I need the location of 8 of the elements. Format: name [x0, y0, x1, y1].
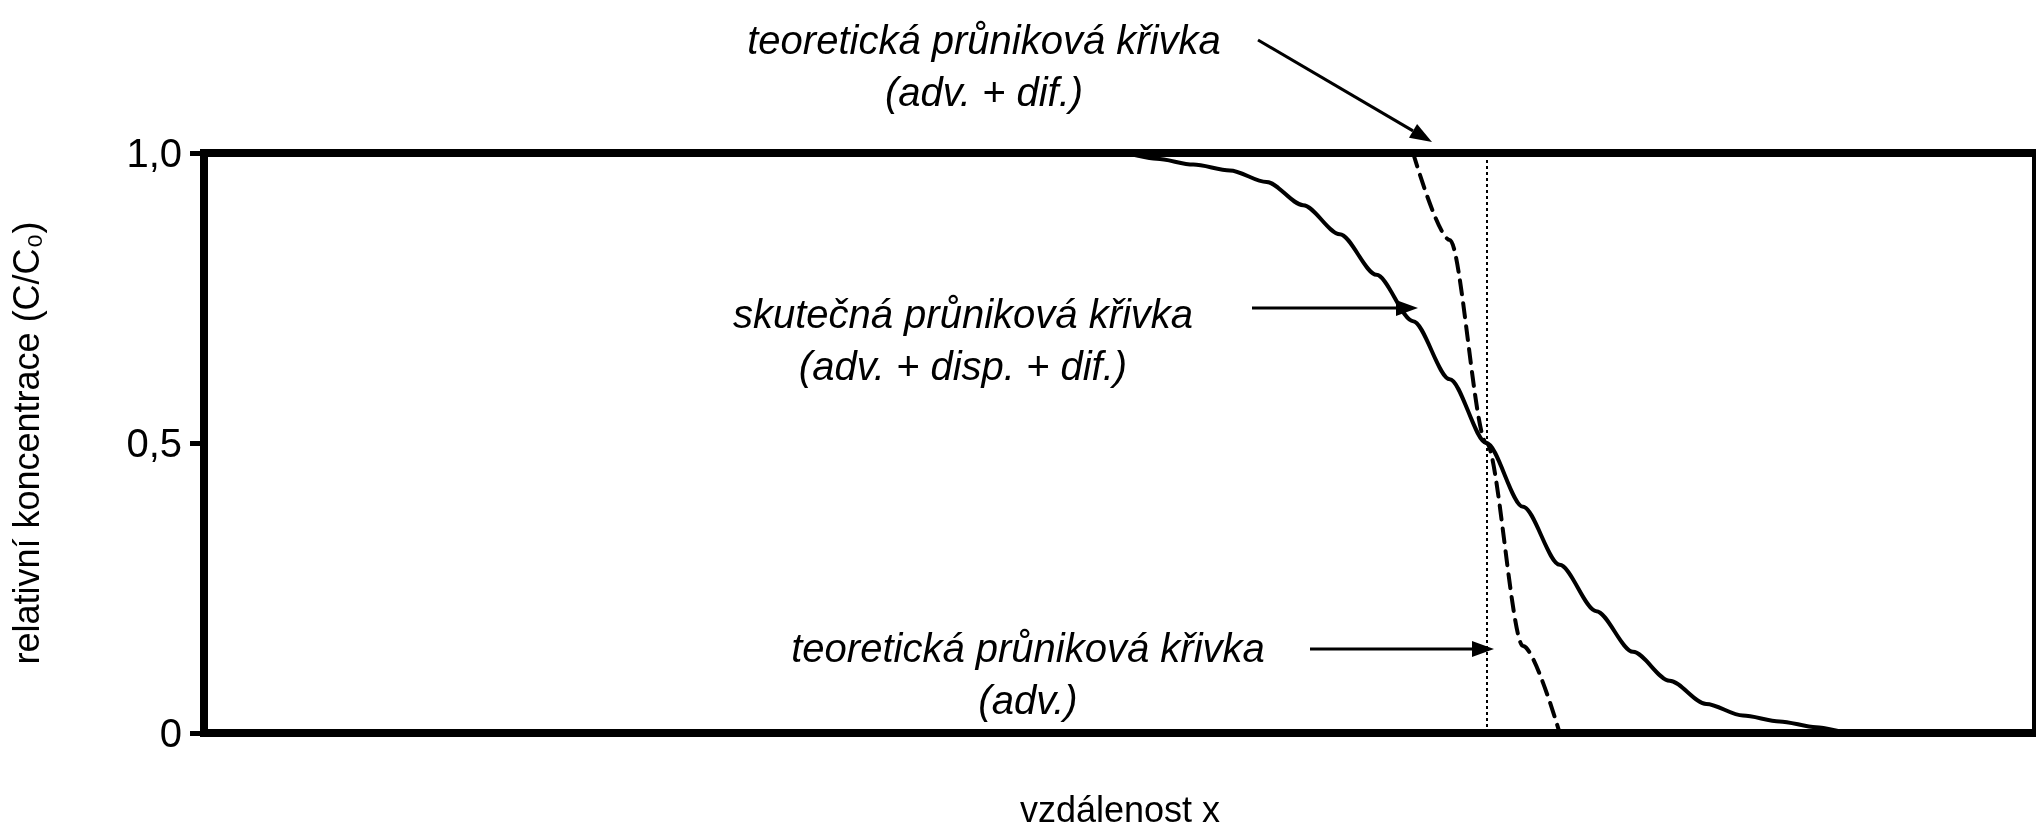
y-tick-label: 1,0	[126, 131, 182, 175]
annotation: teoretická průniková křivka (adv.)	[791, 625, 1265, 724]
x-axis-title: vzdálenost x	[1019, 788, 1221, 830]
y-axis-title: relativní koncentrace (C/C₀)	[5, 221, 47, 665]
y-tick-label: 0,5	[126, 421, 182, 465]
text: teoretická průniková křivka (adv. + dif.)	[747, 17, 1221, 116]
y-tick-label: 0	[159, 711, 182, 755]
annotation: skutečná průniková křivka (adv. + disp. + dif.)	[732, 291, 1194, 390]
